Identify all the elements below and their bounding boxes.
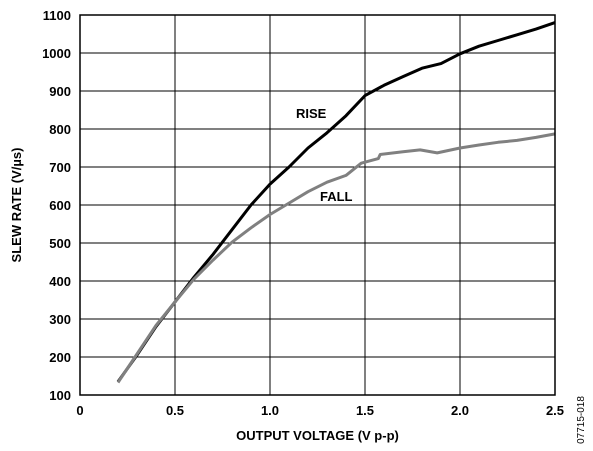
y-tick-label: 400 bbox=[49, 274, 71, 289]
y-tick-label: 300 bbox=[49, 312, 71, 327]
y-tick-label: 200 bbox=[49, 350, 71, 365]
y-tick-label: 700 bbox=[49, 160, 71, 175]
series-label-rise: RISE bbox=[296, 106, 327, 121]
x-tick-label: 2.5 bbox=[546, 403, 564, 418]
series-line-fall bbox=[116, 132, 556, 384]
x-axis-label: OUTPUT VOLTAGE (V p-p) bbox=[236, 428, 399, 443]
x-tick-label: 1.0 bbox=[261, 403, 279, 418]
plot-frame bbox=[79, 14, 556, 396]
y-tick-label: 100 bbox=[49, 388, 71, 403]
y-tick-label: 1100 bbox=[43, 8, 71, 23]
x-tick-label: 2.0 bbox=[451, 403, 469, 418]
figure-id: 07715-018 bbox=[576, 396, 587, 444]
series-lines bbox=[116, 21, 556, 384]
x-tick-label: 0 bbox=[76, 403, 83, 418]
x-tick-label: 1.5 bbox=[356, 403, 374, 418]
y-tick-label: 800 bbox=[49, 122, 71, 137]
x-tick-label: 0.5 bbox=[166, 403, 184, 418]
y-tick-label: 900 bbox=[49, 84, 71, 99]
y-tick-label: 600 bbox=[49, 198, 71, 213]
tick-labels: 0 0.5 1.0 1.5 2.0 2.5 100 200 300 400 500 600 700 800… bbox=[42, 8, 564, 418]
series-label-fall: FALL bbox=[320, 189, 353, 204]
y-tick-label: 1000 bbox=[42, 46, 71, 61]
y-tick-label: 500 bbox=[49, 236, 71, 251]
grid bbox=[80, 15, 555, 395]
y-axis-label: SLEW RATE (V/µs) bbox=[9, 148, 24, 263]
